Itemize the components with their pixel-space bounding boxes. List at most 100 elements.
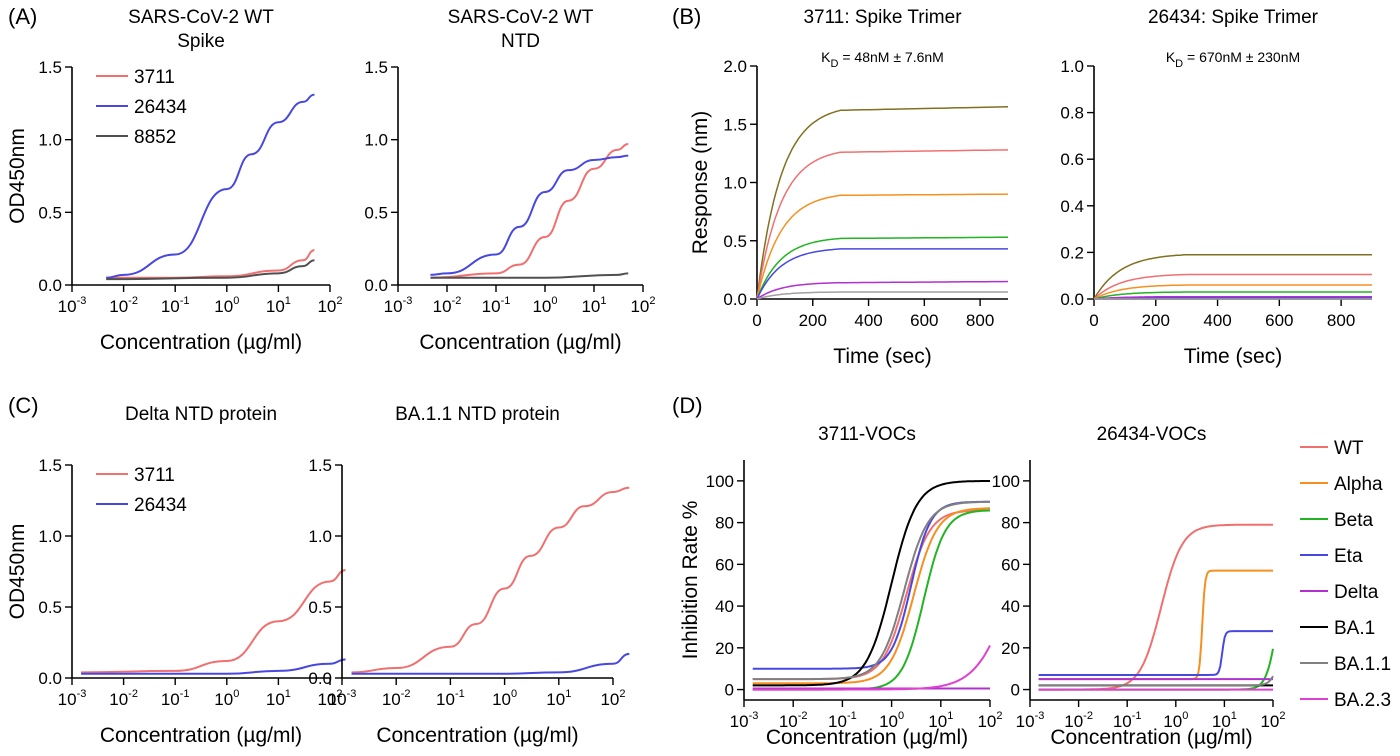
B2-series-line-3 (1093, 291, 1372, 300)
C1-ytick-label: 1.5 (38, 456, 62, 475)
D2-series-line-BA.1.1 (1038, 675, 1274, 687)
A2-series-line-1 (430, 154, 629, 276)
B2-xtick-label: 200 (1142, 311, 1170, 330)
B1-series-line-6 (756, 291, 1008, 300)
C2-series-line-0 (351, 486, 630, 674)
A2-ytick-label: 0.0 (364, 276, 388, 295)
A2-xtick-label: 10-1 (482, 295, 511, 316)
C1-series-line-3711 (81, 569, 346, 674)
B2-xtick-label: 800 (1327, 311, 1355, 330)
C2-xtick-label: 102 (600, 688, 625, 709)
C1-ytick-label: 1.0 (38, 527, 62, 546)
B2-ytick-label: 0.4 (1060, 197, 1084, 216)
C2-ytick-label: 0.0 (308, 669, 332, 688)
legend-label-Delta: Delta (1334, 582, 1379, 603)
B1-title: 3711: Spike Trimer (803, 7, 962, 28)
A1-ytick-label: 0.5 (38, 203, 62, 222)
B1-xtick-label: 800 (966, 311, 994, 330)
A1-xtick-label: 10-2 (109, 295, 138, 316)
B1-ytick-label: 1.5 (723, 115, 747, 134)
D2-ytick-label: 100 (992, 472, 1020, 491)
B1-series-line-2 (756, 193, 1009, 300)
B1-x-axis-label: Time (sec) (833, 345, 931, 368)
D1-ytick-label: 0 (725, 681, 734, 700)
A2-ytick-label: 1.5 (364, 58, 388, 77)
chart-D2: 10-3 10-2 10-1 100 101 102 0 20 40 60 80 100 26434-V… (992, 424, 1391, 749)
B1-series-line-5 (756, 280, 1009, 300)
C2-xtick-label: 10-3 (328, 688, 357, 709)
C2-series-line-1 (351, 652, 630, 675)
B2-ytick-label: 1.0 (1060, 57, 1084, 76)
legend-label-Beta: Beta (1334, 510, 1374, 531)
C2-xtick-label: 10-1 (436, 688, 465, 709)
D1-series-line-Alpha (752, 507, 990, 685)
A2-series-line-2 (430, 272, 629, 279)
C1-xtick-label: 101 (266, 688, 291, 709)
A1-xtick-label: 101 (266, 295, 291, 316)
D2-series-line-Eta (1038, 630, 1273, 676)
D1-ytick-label: 80 (715, 514, 734, 533)
D2-x-axis-label: Concentration (µg/ml) (1050, 726, 1252, 749)
A1-legend-label: 26434 (134, 97, 187, 118)
D2-ytick-label: 80 (1001, 514, 1020, 533)
B1-ytick-label: 1.0 (723, 174, 747, 193)
chart-B2: 0 200 400 600 800 0.0 0.2 0.4 0.6 0.8 1.0 26434: Sp… (1060, 7, 1372, 368)
D2-ytick-label: 20 (1001, 639, 1020, 658)
D2-xtick-label: 10-3 (1016, 710, 1045, 731)
D2-xtick-label: 101 (1212, 710, 1237, 731)
A2-ytick-label: 0.5 (364, 203, 388, 222)
D1-xtick-label: 10-2 (779, 710, 808, 731)
D1-ytick-label: 100 (706, 472, 734, 491)
B1-ytick-label: 0.0 (723, 290, 747, 309)
A2-xtick-label: 10-2 (433, 295, 462, 316)
C2-x-axis-label: Concentration (µg/ml) (376, 724, 578, 747)
A1-title: Spike (177, 31, 225, 52)
C2-xtick-label: 100 (492, 688, 517, 709)
D2-series-line-WT (1038, 523, 1273, 691)
D1-xtick-label: 10-3 (730, 710, 759, 731)
D2-xtick-label: 10-2 (1064, 710, 1093, 731)
A1-legend-label: 8852 (134, 127, 176, 148)
D1-ytick-label: 60 (715, 555, 734, 574)
C1-xtick-label: 10-2 (109, 688, 138, 709)
A2-title: SARS-CoV-2 WT (448, 7, 594, 28)
C2-ytick-label: 1.0 (308, 527, 332, 546)
D1-series-line-BA.1.1 (752, 500, 990, 681)
A2-title: NTD (501, 31, 540, 52)
legend-label-Eta: Eta (1334, 546, 1363, 567)
C2-ytick-label: 1.5 (308, 456, 332, 475)
D2-xtick-label: 10-1 (1113, 710, 1142, 731)
B1-ytick-label: 2.0 (723, 57, 747, 76)
A1-xtick-label: 10-3 (58, 295, 87, 316)
chart-B1: 0 200 400 600 800 0.0 0.5 1.0 1.5 2.0 3711: Spike … (689, 7, 1009, 368)
A2-xtick-label: 100 (532, 295, 557, 316)
B1-series-line-1 (756, 149, 1009, 300)
A2-xtick-label: 102 (630, 295, 655, 316)
A2-xtick-label: 10-3 (384, 295, 413, 316)
B1-series-line-4 (756, 248, 1008, 300)
A1-xtick-label: 100 (214, 295, 239, 316)
A1-series-line-8852 (106, 259, 315, 281)
D1-series-line-Beta (752, 509, 991, 691)
D2-title: 26434-VOCs (1097, 424, 1207, 445)
D1-xtick-label: 101 (928, 710, 953, 731)
C1-xtick-label: 10-1 (161, 688, 190, 709)
B2-xtick-label: 600 (1265, 311, 1293, 330)
B1-xtick-label: 0 (752, 311, 761, 330)
B2-ytick-label: 0.2 (1060, 243, 1084, 262)
A1-ytick-label: 1.5 (38, 58, 62, 77)
C2-title: BA.1.1 NTD protein (395, 404, 560, 425)
B1-series-line-0 (756, 106, 1009, 300)
A2-ytick-label: 1.0 (364, 131, 388, 150)
C1-legend-label: 3711 (134, 465, 175, 486)
B2-kd-annotation: KD = 670nM ± 230nM (1166, 49, 1300, 70)
C1-series-line-26434 (81, 658, 346, 675)
A2-xtick-label: 101 (581, 295, 606, 316)
D1-series-line-Eta (752, 500, 990, 670)
B2-ytick-label: 0.0 (1060, 290, 1084, 309)
D1-ytick-label: 20 (715, 639, 734, 658)
C1-ytick-label: 0.5 (38, 598, 62, 617)
B2-title: 26434: Spike Trimer (1148, 7, 1319, 28)
B2-ytick-label: 0.8 (1060, 104, 1084, 123)
